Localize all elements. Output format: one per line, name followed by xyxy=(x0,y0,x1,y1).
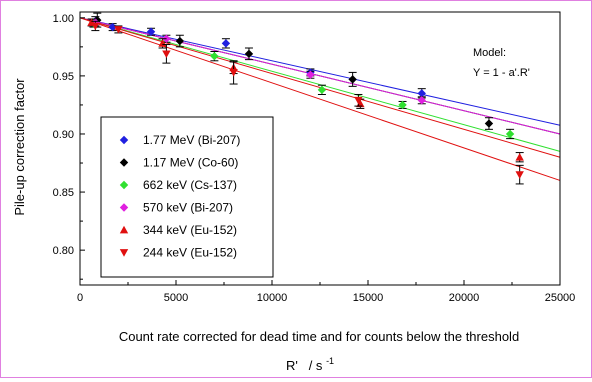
legend: 1.77 MeV (Bi-207) 1.17 MeV (Co-60) 662 keV… xyxy=(100,116,274,278)
point-marker xyxy=(484,119,494,128)
data-point xyxy=(417,96,426,105)
fit-line xyxy=(79,17,561,135)
legend-label: 662 keV (Cs-137) xyxy=(143,178,237,192)
point-marker xyxy=(417,96,426,105)
data-point xyxy=(175,34,185,48)
data-point xyxy=(398,100,407,110)
point-marker xyxy=(114,26,123,34)
data-point xyxy=(114,25,123,34)
legend-label: 244 keV (Eu-152) xyxy=(143,246,237,260)
legend-marker xyxy=(119,158,129,167)
y-axis-label: Pile-up correction factor xyxy=(12,78,27,216)
x-tick-label: 0 xyxy=(77,292,83,304)
y-tick-label: 0.95 xyxy=(53,71,74,83)
legend-entry: 570 keV (Bi-207) xyxy=(119,201,233,215)
x-axis-symbol: R' / s -1 xyxy=(286,356,334,373)
data-point xyxy=(354,93,363,107)
model-annotation-line-2: Y = 1 - a'.R' xyxy=(473,67,530,79)
point-marker xyxy=(221,39,231,48)
point-marker xyxy=(146,27,156,36)
point-marker xyxy=(244,49,254,59)
point-marker xyxy=(175,36,185,46)
data-point xyxy=(210,50,219,62)
legend-label: 1.77 MeV (Bi-207) xyxy=(143,133,240,147)
model-annotation-line-1: Model: xyxy=(473,47,506,59)
legend-marker xyxy=(119,249,129,257)
legend-marker xyxy=(119,225,129,234)
data-point xyxy=(348,71,357,87)
x-axis-label: Count rate corrected for dead time and f… xyxy=(119,329,519,344)
legend-entry: 244 keV (Eu-152) xyxy=(119,246,237,260)
data-point xyxy=(515,164,524,185)
legend-label: 1.17 MeV (Co-60) xyxy=(143,156,238,170)
point-marker xyxy=(162,50,171,59)
point-marker xyxy=(91,22,100,31)
point-marker xyxy=(317,85,327,95)
x-tick-label: 15000 xyxy=(353,292,384,304)
data-point xyxy=(306,70,315,79)
point-marker xyxy=(354,96,363,105)
y-tick-label: 0.80 xyxy=(53,245,74,257)
legend-entry: 1.77 MeV (Bi-207) xyxy=(119,133,240,147)
fit-line xyxy=(79,17,561,126)
point-marker xyxy=(306,70,315,79)
data-point xyxy=(91,20,100,32)
point-marker xyxy=(515,153,524,161)
data-point xyxy=(108,22,117,32)
data-point xyxy=(146,27,156,36)
point-marker xyxy=(398,100,407,110)
data-point xyxy=(221,38,231,49)
x-tick-label: 25000 xyxy=(545,292,576,304)
x-axis-symbol-superscript: -1 xyxy=(326,356,334,366)
legend-marker xyxy=(119,203,129,212)
x-tick-label: 20000 xyxy=(449,292,480,304)
legend-label: 570 keV (Bi-207) xyxy=(143,201,233,215)
point-marker xyxy=(417,89,426,98)
model-annotation: Model: Y = 1 - a'.R' xyxy=(473,47,530,79)
legend-marker xyxy=(119,135,129,145)
data-point xyxy=(505,128,515,140)
legend-label: 344 keV (Eu-152) xyxy=(143,223,237,237)
legend-box xyxy=(100,116,274,278)
point-marker xyxy=(505,129,515,139)
data-point xyxy=(515,152,524,163)
legend-entry: 662 keV (Cs-137) xyxy=(119,178,237,192)
point-marker xyxy=(348,75,357,84)
x-axis-ticks: 0 5000 10000 15000 20000 25000 xyxy=(77,280,575,304)
data-point xyxy=(244,47,254,61)
data-point xyxy=(162,44,171,64)
fit-line xyxy=(79,17,561,158)
y-tick-label: 0.85 xyxy=(53,187,74,199)
data-points xyxy=(87,12,524,185)
legend-entries: 1.77 MeV (Bi-207) 1.17 MeV (Co-60) 662 keV… xyxy=(119,133,240,260)
x-tick-label: 10000 xyxy=(257,292,288,304)
x-axis-symbol-main: R' / s xyxy=(286,358,323,373)
data-point xyxy=(317,84,327,95)
legend-entry: 1.17 MeV (Co-60) xyxy=(119,156,238,170)
x-tick-label: 5000 xyxy=(164,292,188,304)
point-marker xyxy=(210,51,219,61)
data-point xyxy=(484,117,494,130)
point-marker xyxy=(515,171,524,179)
legend-marker xyxy=(119,180,129,190)
point-marker xyxy=(108,22,117,32)
y-tick-label: 1.00 xyxy=(53,13,74,25)
legend-entry: 344 keV (Eu-152) xyxy=(119,223,237,237)
data-point xyxy=(229,60,238,85)
point-marker xyxy=(229,69,238,77)
y-tick-label: 0.90 xyxy=(53,129,74,141)
y-axis-ticks: 0.80 0.85 0.90 0.95 1.00 xyxy=(53,13,85,280)
fit-line xyxy=(79,17,561,152)
